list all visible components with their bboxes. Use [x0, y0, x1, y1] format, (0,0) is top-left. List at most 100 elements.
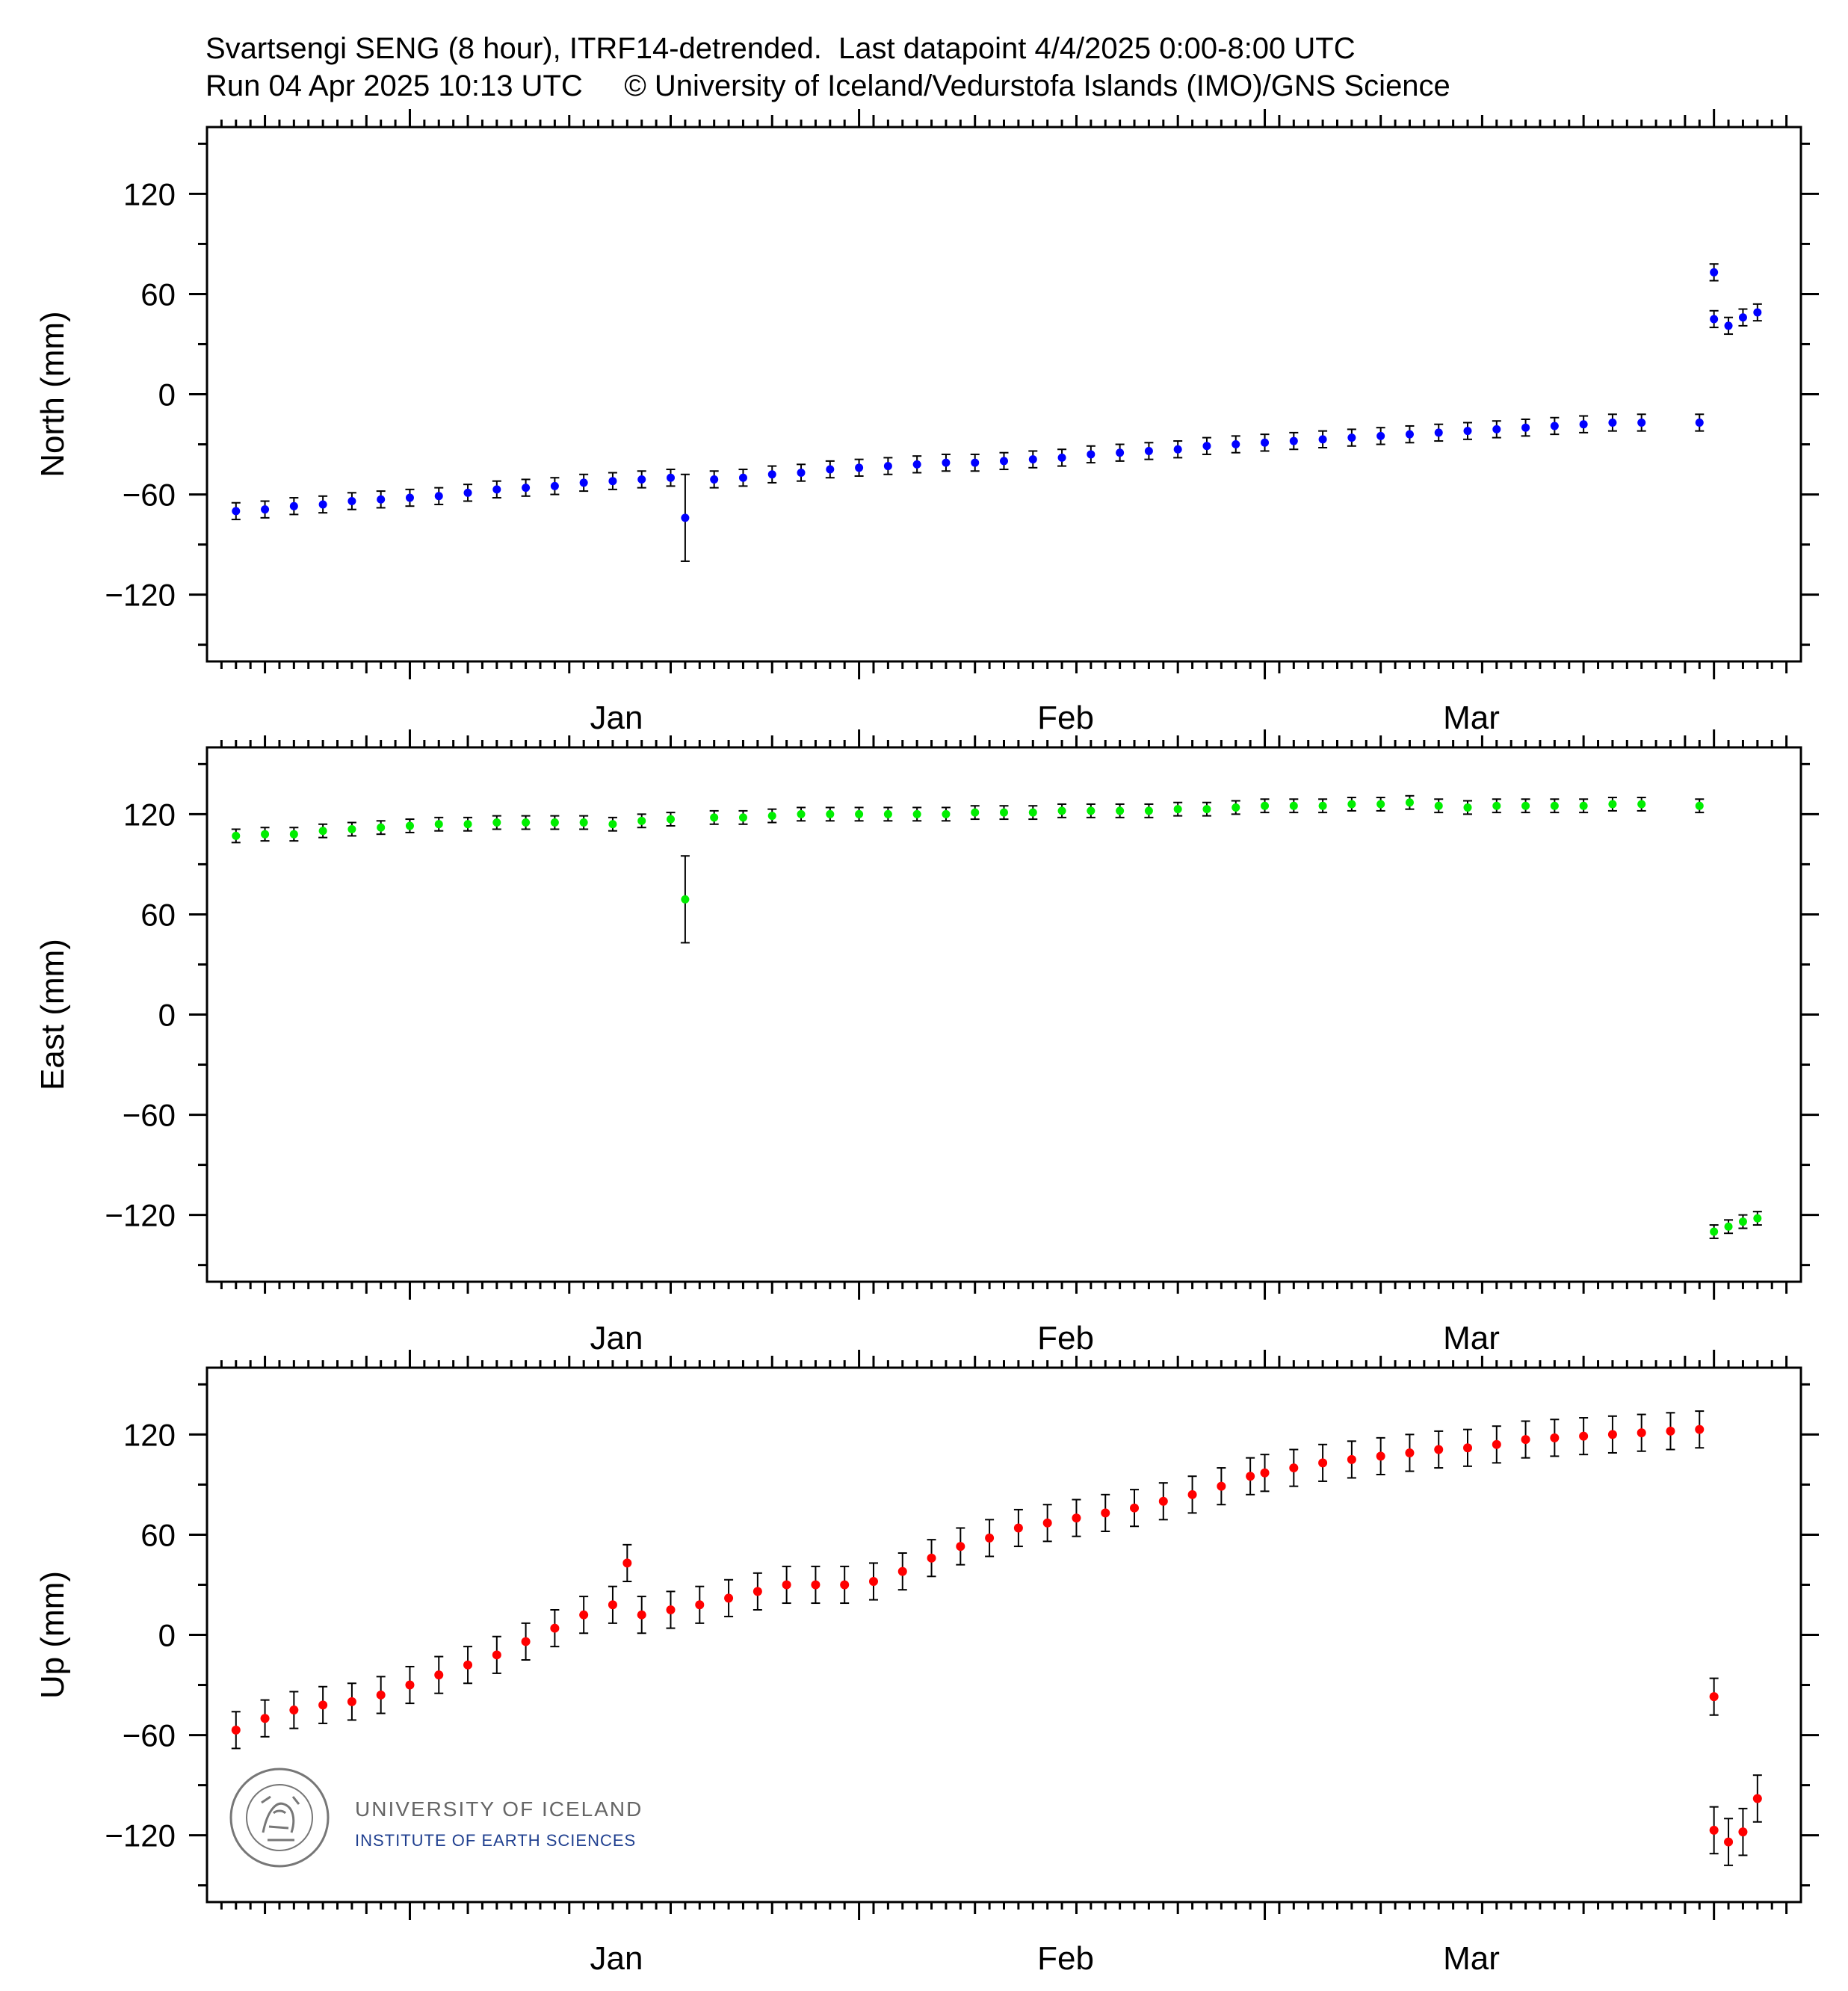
data-point [1130, 1503, 1140, 1513]
data-point [1347, 800, 1356, 809]
data-point [261, 505, 270, 514]
data-point [405, 1680, 415, 1690]
data-point [608, 1600, 617, 1610]
data-point [1753, 308, 1762, 317]
data-point [1710, 268, 1719, 277]
y-axis-label: North (mm) [34, 311, 71, 477]
data-point [753, 1587, 762, 1596]
data-point [1521, 801, 1530, 810]
data-point [942, 458, 951, 467]
data-point [767, 470, 776, 479]
data-point [318, 1700, 328, 1710]
data-point [1042, 1518, 1052, 1528]
data-point [579, 818, 588, 827]
data-point [1013, 1523, 1023, 1533]
data-point [347, 497, 356, 505]
data-point [738, 473, 747, 482]
y-tick-label: 0 [158, 998, 176, 1033]
data-point [231, 1725, 241, 1735]
data-point [1492, 1439, 1501, 1449]
data-point [1072, 1513, 1081, 1523]
data-point [1057, 806, 1066, 815]
data-point [1202, 442, 1211, 451]
data-point [550, 1623, 560, 1633]
data-point [522, 484, 531, 493]
data-point [1608, 800, 1617, 809]
data-point [942, 809, 951, 818]
data-point [811, 1580, 821, 1590]
y-tick-label: −120 [105, 1818, 176, 1853]
data-point [1173, 805, 1182, 814]
data-point [797, 469, 806, 478]
chart-header: Svartsengi SENG (8 hour), ITRF14-detrend… [205, 30, 1450, 105]
data-point [1173, 445, 1182, 454]
data-point [522, 818, 531, 827]
data-point [377, 823, 386, 832]
data-point [667, 815, 676, 824]
data-point [1463, 1443, 1473, 1453]
data-point [1376, 431, 1385, 440]
data-point [1347, 1454, 1356, 1464]
data-point [579, 1610, 589, 1620]
data-point [855, 463, 864, 472]
data-point [710, 475, 719, 484]
data-point [1579, 420, 1588, 429]
y-tick-label: −120 [105, 578, 176, 613]
data-point [637, 816, 646, 825]
data-point [666, 1605, 676, 1614]
data-point [492, 1650, 501, 1660]
data-point [1116, 806, 1125, 815]
data-point [1752, 1794, 1762, 1803]
data-point [1492, 425, 1501, 433]
data-point [434, 820, 443, 829]
data-point [1232, 803, 1240, 812]
data-point [738, 813, 747, 822]
data-point [1579, 801, 1588, 810]
data-point [667, 473, 676, 482]
y-tick-label: −60 [123, 1098, 176, 1133]
data-point [492, 818, 501, 827]
data-point [1000, 457, 1008, 466]
x-tick-label: Feb [1037, 1940, 1094, 1977]
data-point [1289, 1463, 1299, 1473]
data-point [897, 1566, 907, 1576]
data-point [1434, 801, 1443, 810]
university-logo: UNIVERSITY OF ICELAND INSTITUTE OF EARTH… [229, 1768, 641, 1868]
data-point [318, 827, 327, 836]
x-tick-label: Mar [1443, 700, 1500, 736]
data-point [826, 809, 835, 818]
data-point [1753, 1214, 1762, 1223]
data-point [1738, 1827, 1748, 1837]
data-point [579, 478, 588, 487]
data-point [840, 1580, 850, 1590]
data-point [1376, 800, 1385, 809]
data-point [1738, 313, 1747, 322]
data-point [1709, 1825, 1719, 1835]
data-point [1000, 808, 1008, 817]
data-point [1144, 446, 1153, 455]
x-tick-label: Feb [1037, 700, 1094, 736]
x-tick-label: Jan [590, 700, 643, 736]
data-point [826, 465, 835, 474]
data-point [1637, 800, 1646, 809]
y-tick-label: 120 [123, 797, 176, 832]
data-point [377, 495, 386, 504]
data-point [550, 481, 559, 490]
data-point [1710, 315, 1719, 324]
data-point [521, 1637, 531, 1646]
data-point [695, 1600, 705, 1610]
data-point [927, 1553, 936, 1563]
data-point [289, 830, 298, 839]
data-point [492, 485, 501, 494]
y-tick-label: 60 [140, 277, 176, 312]
data-point [463, 1660, 473, 1670]
data-point [1550, 422, 1559, 430]
data-point [1101, 1508, 1110, 1518]
y-tick-label: 120 [123, 1417, 176, 1452]
chart-panel-up: Jan Feb Mar −120 −60 0 60 120 Up (mm) [34, 1350, 1819, 1977]
data-point [434, 1670, 444, 1680]
university-seal-icon [229, 1768, 330, 1868]
data-point [1695, 1424, 1705, 1434]
data-point [1187, 1490, 1197, 1499]
y-tick-label: 120 [123, 176, 176, 212]
